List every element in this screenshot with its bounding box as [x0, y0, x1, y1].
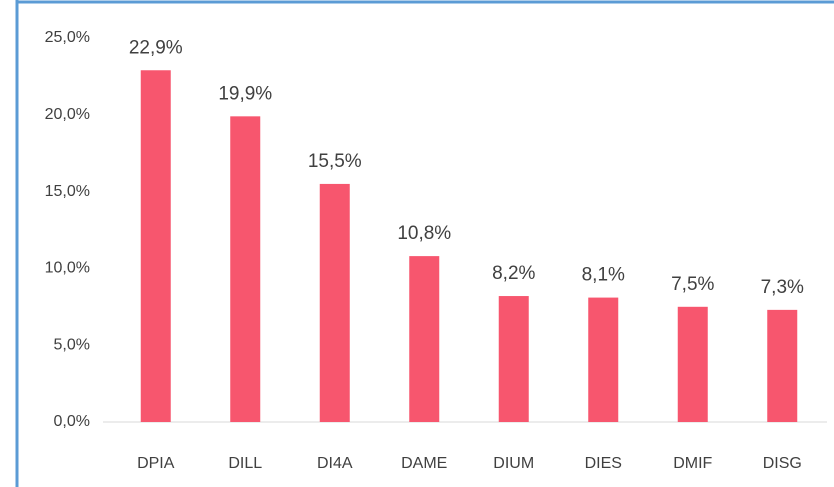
value-label: 7,5%	[671, 274, 714, 295]
bar	[677, 306, 708, 422]
x-tick-label: DAME	[401, 455, 447, 472]
bar	[140, 70, 171, 423]
value-label: 22,9%	[129, 37, 183, 58]
bar	[409, 256, 440, 422]
y-tick-label: 25,0%	[45, 29, 90, 46]
bar	[230, 116, 261, 422]
value-label: 8,2%	[492, 263, 535, 284]
x-tick-label: DIUM	[493, 455, 534, 472]
value-label: 7,3%	[761, 277, 804, 298]
y-tick-label: 20,0%	[45, 106, 90, 123]
x-tick-label: DISG	[763, 455, 802, 472]
bar	[767, 309, 798, 422]
y-tick-label: 0,0%	[54, 413, 90, 430]
x-tick-label: DMIF	[673, 455, 712, 472]
value-label: 8,1%	[582, 265, 625, 286]
y-tick-label: 10,0%	[45, 260, 90, 277]
value-label: 15,5%	[308, 151, 362, 172]
x-tick-label: DIES	[585, 455, 622, 472]
value-label: 10,8%	[397, 223, 451, 244]
x-tick-label: DPIA	[137, 455, 175, 472]
value-label: 19,9%	[218, 83, 272, 104]
bar	[498, 296, 529, 422]
x-tick-label: DILL	[228, 455, 262, 472]
x-tick-label: DI4A	[317, 455, 353, 472]
bar	[319, 183, 350, 422]
y-tick-label: 15,0%	[45, 183, 90, 200]
bar	[588, 297, 619, 422]
y-tick-label: 5,0%	[54, 336, 90, 353]
